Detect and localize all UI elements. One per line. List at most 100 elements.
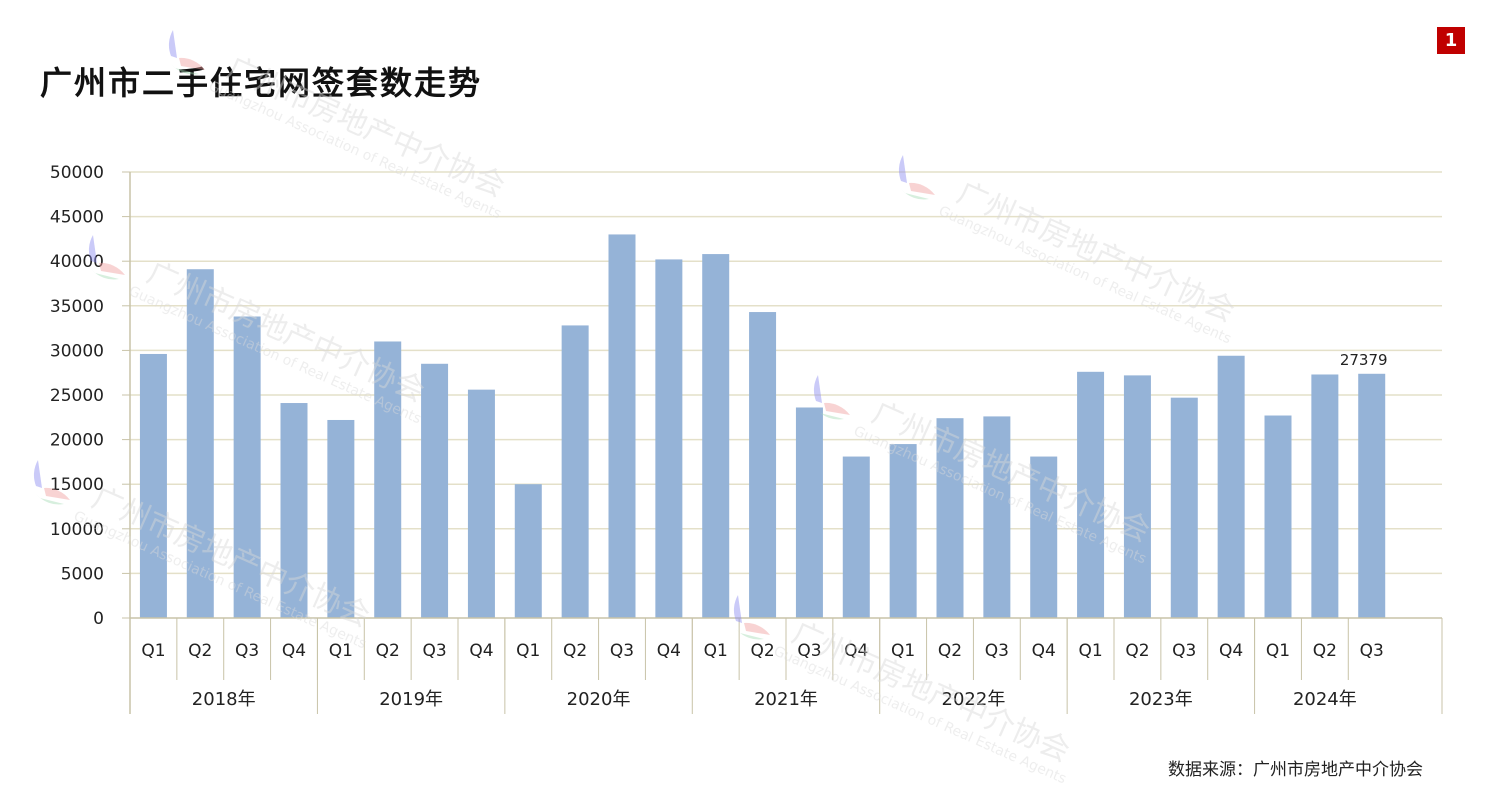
bars — [139, 234, 1386, 618]
watermark-logo-red — [179, 57, 205, 70]
x-tick-label: Q1 — [329, 641, 353, 661]
x-tick-label: Q1 — [891, 641, 915, 661]
x-tick-label: Q3 — [1360, 641, 1384, 661]
y-tick-label: 30000 — [50, 341, 104, 361]
bar — [327, 419, 355, 618]
y-tick-label: 5000 — [61, 564, 104, 584]
x-tick-label: Q1 — [1078, 641, 1102, 661]
bar — [186, 269, 214, 618]
bar — [139, 353, 167, 618]
watermark-logo-red — [824, 402, 850, 415]
y-tick-label: 0 — [93, 609, 104, 629]
y-tick-label: 15000 — [50, 475, 104, 495]
bar — [1264, 415, 1292, 618]
x-tick-label: Q2 — [1313, 641, 1337, 661]
bar — [421, 363, 449, 618]
watermark-text: 广州市房地产中介协会 — [142, 255, 430, 409]
bar — [936, 418, 964, 618]
y-tick-label: 20000 — [50, 431, 104, 451]
data-label: 27379 — [1340, 351, 1388, 369]
year-label: 2018年 — [192, 689, 256, 710]
bar — [1123, 375, 1151, 618]
x-tick-label: Q3 — [985, 641, 1009, 661]
x-tick-label: Q1 — [141, 641, 165, 661]
x-tick-label: Q3 — [797, 641, 821, 661]
y-tick-label: 10000 — [50, 520, 104, 540]
x-tick-label: Q1 — [1266, 641, 1290, 661]
x-tick-label: Q3 — [422, 641, 446, 661]
watermark-logo-blue — [168, 30, 177, 58]
y-tick-label: 45000 — [50, 208, 104, 228]
bar — [655, 259, 683, 618]
watermark-logo-blue — [88, 235, 97, 263]
bar — [795, 407, 823, 618]
data-labels: 27379 — [1340, 351, 1388, 369]
bar — [1030, 456, 1058, 618]
x-tick-label: Q4 — [1032, 641, 1056, 661]
x-tick-label: Q4 — [844, 641, 868, 661]
x-tick-label: Q2 — [938, 641, 962, 661]
watermark-logo-blue — [33, 460, 42, 488]
watermark-logo-green — [901, 189, 929, 200]
watermark-logo-red — [909, 182, 935, 195]
x-tick-label: Q2 — [376, 641, 400, 661]
year-label: 2022年 — [942, 689, 1006, 710]
bar — [1217, 355, 1245, 618]
x-axis: Q1 Q2 Q3 Q4 Q1 Q2 Q3 Q4 Q1 Q2 Q3 Q4 Q1 Q2 Q3 Q4 Q1 Q2 Q3 Q4… — [129, 172, 1443, 714]
watermark-text: 广州市房地产中介协会 — [222, 50, 510, 204]
page-number-badge: 1 — [1437, 27, 1465, 54]
bar — [608, 234, 636, 618]
x-tick-label: Q3 — [1172, 641, 1196, 661]
watermark-logo-green — [816, 409, 844, 420]
x-tick-label: Q3 — [610, 641, 634, 661]
bar — [280, 403, 308, 618]
y-axis-ticks: 0 5000 10000 15000 20000 25000 30000 35000 40000… — [50, 163, 130, 629]
x-tick-label: Q3 — [235, 641, 259, 661]
watermark-logo-red — [99, 262, 125, 275]
x-tick-label: Q2 — [563, 641, 587, 661]
watermark-logo-green — [36, 494, 64, 505]
year-label: 2021年 — [754, 689, 818, 710]
bar — [702, 254, 730, 618]
year-label: 2023年 — [1129, 689, 1193, 710]
watermark-text: 广州市房地产中介协会 — [787, 615, 1075, 769]
bar — [983, 416, 1011, 618]
bar — [1077, 371, 1105, 618]
y-tick-label: 25000 — [50, 386, 104, 406]
year-label: 2020年 — [567, 689, 631, 710]
bar — [1358, 373, 1386, 618]
bar — [889, 444, 917, 618]
bar — [233, 316, 261, 618]
watermark-logo-green — [736, 629, 764, 640]
watermark-logo-blue — [733, 595, 742, 623]
y-tick-label: 40000 — [50, 252, 104, 272]
x-tick-label: Q1 — [516, 641, 540, 661]
x-tick-label: Q4 — [469, 641, 493, 661]
bar — [1170, 397, 1198, 618]
watermark-logo-green — [171, 64, 199, 75]
x-tick-label: Q2 — [750, 641, 774, 661]
watermark-logo-red — [744, 622, 770, 635]
watermark-logo-blue — [813, 375, 822, 403]
x-tick-label: Q4 — [657, 641, 681, 661]
year-label: 2024年 — [1293, 689, 1357, 710]
watermark-logo-green — [91, 269, 119, 280]
data-source-note: 数据来源：广州市房地产中介协会 — [1168, 760, 1423, 780]
bar — [842, 456, 870, 618]
watermark-logo-red — [44, 487, 70, 500]
bar — [561, 325, 589, 618]
x-tick-label: Q2 — [1125, 641, 1149, 661]
year-label: 2019年 — [379, 689, 443, 710]
bar — [374, 341, 402, 618]
bar — [749, 312, 777, 618]
x-tick-label: Q1 — [704, 641, 728, 661]
bar — [1311, 374, 1339, 618]
page-title: 广州市二手住宅网签套数走势 — [40, 64, 483, 102]
y-tick-label: 35000 — [50, 297, 104, 317]
